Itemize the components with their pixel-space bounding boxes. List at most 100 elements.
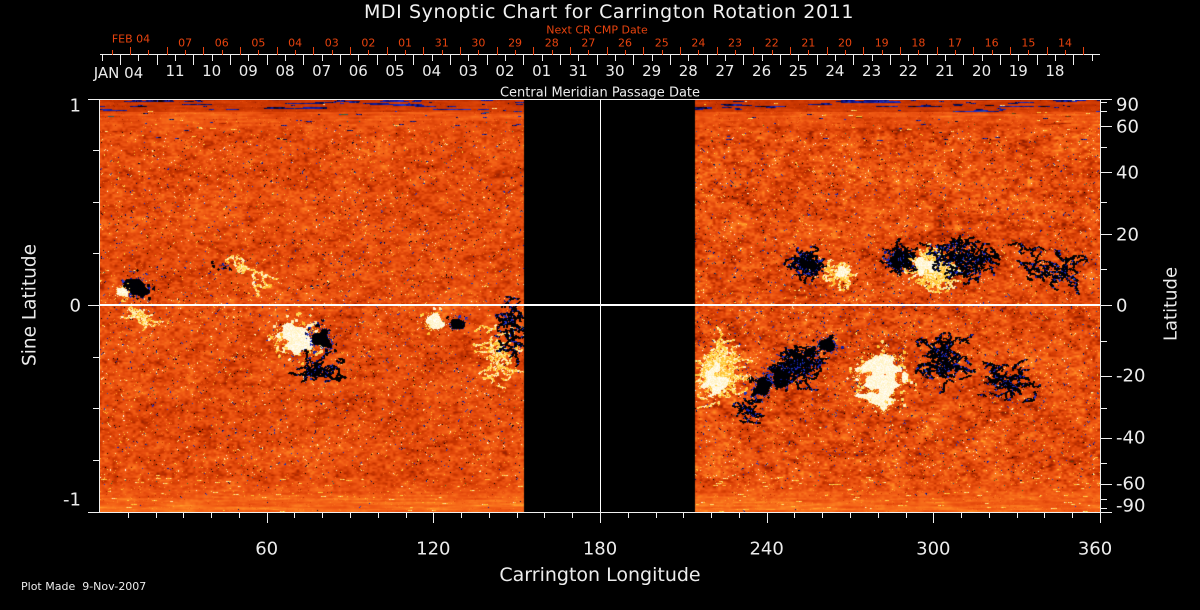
cmp-date-tick — [516, 512, 518, 518]
cmp-date-tick — [405, 512, 407, 518]
date-axis-line — [100, 54, 1100, 55]
latitude-tick — [1100, 172, 1112, 174]
cmp-date-tick — [127, 512, 129, 518]
latitude-tick — [1100, 483, 1112, 485]
cmp-date-tick — [944, 54, 946, 61]
next-cr-tick — [845, 49, 847, 55]
longitude-tick-label: 60 — [255, 538, 279, 560]
next-cr-tick — [588, 49, 590, 55]
next-cr-date: 01 — [398, 36, 413, 49]
next-cr-tick — [790, 46, 792, 55]
cmp-date-tick — [871, 54, 873, 61]
cmp-month-label: JAN 04 — [93, 64, 144, 82]
cmp-date-tick — [1054, 54, 1056, 61]
cmp-date-tick — [655, 512, 657, 518]
next-cr-date: 07 — [178, 36, 193, 49]
cmp-date-tick — [120, 54, 121, 65]
latitude-tick — [1100, 499, 1107, 501]
next-cr-date: 28 — [544, 36, 559, 49]
next-cr-date: 19 — [874, 36, 889, 49]
next-cr-tick — [460, 46, 462, 55]
cmp-date: 02 — [495, 61, 515, 80]
next-cr-tick — [148, 49, 150, 55]
cmp-date: 26 — [752, 61, 772, 80]
next-cr-tick — [111, 49, 113, 55]
chart-title: MDI Synoptic Chart for Carrington Rotati… — [363, 0, 855, 23]
longitude-tick-label: 360 — [1077, 538, 1113, 560]
latitude-tick — [1100, 340, 1107, 342]
latitude-tick — [1100, 508, 1107, 510]
cmp-date-tick — [376, 54, 378, 65]
next-cr-date: 30 — [471, 36, 486, 49]
next-cr-date: 16 — [984, 36, 999, 49]
cmp-date: 21 — [935, 61, 955, 80]
cmp-date-tick — [798, 54, 800, 61]
next-cr-date: 22 — [764, 36, 779, 49]
cmp-date: 18 — [1045, 61, 1065, 80]
next-cr-date: 31 — [434, 36, 449, 49]
next-cr-tick — [1046, 46, 1048, 55]
cmp-date-tick — [468, 54, 470, 61]
sine-latitude-tick — [93, 459, 100, 461]
cmp-date-tick — [766, 512, 768, 523]
cmp-date: 19 — [1008, 61, 1028, 80]
cmp-date-tick — [1072, 512, 1074, 518]
cmp-date-tick — [711, 512, 713, 518]
latitude-tick — [1100, 234, 1112, 236]
next-cr-tick — [826, 46, 828, 55]
next-cr-date: 03 — [324, 36, 339, 49]
cmp-date-tick — [488, 512, 490, 518]
cmp-date-tick — [294, 512, 296, 518]
longitude-180-line — [600, 99, 601, 512]
cmp-date: 24 — [825, 61, 845, 80]
cmp-date: 05 — [385, 61, 405, 80]
next-cr-tick — [221, 49, 223, 55]
cmp-date-tick — [1016, 512, 1018, 518]
longitude-tick-label: 300 — [916, 538, 951, 560]
next-cr-date: 25 — [654, 36, 669, 49]
next-cr-tick — [698, 49, 700, 55]
next-cr-date: 15 — [1021, 36, 1036, 49]
latitude-tick — [1100, 269, 1107, 271]
cmp-date-tick — [544, 512, 546, 518]
cmp-date: 04 — [422, 61, 442, 80]
cmp-date-tick — [779, 54, 781, 65]
next-cr-date: 18 — [911, 36, 926, 49]
latitude-tick — [1100, 375, 1112, 377]
cmp-date-tick — [321, 54, 323, 61]
latitude-tick — [1100, 126, 1112, 128]
longitude-tick-label: 240 — [749, 538, 784, 560]
next-cr-tick — [533, 46, 535, 55]
next-cr-tick — [753, 46, 755, 55]
cmp-date: 23 — [862, 61, 882, 80]
sine-latitude-tick — [93, 201, 100, 203]
next-cr-tick — [1010, 46, 1012, 55]
next-cr-month-label: FEB 04 — [111, 32, 151, 46]
cmp-date-tick — [724, 54, 726, 61]
next-cr-tick — [918, 49, 920, 55]
cmp-date-tick — [822, 512, 824, 518]
latitude-tick-label: -40 — [1116, 427, 1146, 449]
next-cr-tick — [1065, 49, 1066, 55]
next-cr-tick — [973, 46, 975, 55]
cmp-date: 30 — [605, 61, 625, 80]
next-cr-tick — [936, 46, 938, 55]
cmp-date-tick — [211, 54, 213, 61]
next-cr-tick — [900, 46, 902, 55]
next-cr-tick — [716, 46, 718, 55]
cmp-date-tick — [504, 54, 506, 61]
next-cr-tick — [313, 46, 315, 55]
next-cr-tick — [295, 49, 297, 55]
cmp-date: 27 — [715, 61, 735, 80]
cmp-date-tick — [174, 54, 176, 61]
next-cr-date: 27 — [581, 36, 596, 49]
latitude-tick-label: -90 — [1116, 495, 1146, 517]
next-cr-date: 20 — [838, 36, 853, 49]
cmp-date: 08 — [275, 61, 295, 80]
next-cr-date: 06 — [214, 36, 229, 49]
central-meridian-passage-date-label: Central Meridian Passage Date — [499, 85, 701, 101]
next-cr-tick — [606, 46, 608, 55]
cmp-date-tick — [905, 512, 907, 518]
next-cr-tick — [441, 49, 443, 55]
latitude-tick-label: 40 — [1116, 162, 1139, 184]
